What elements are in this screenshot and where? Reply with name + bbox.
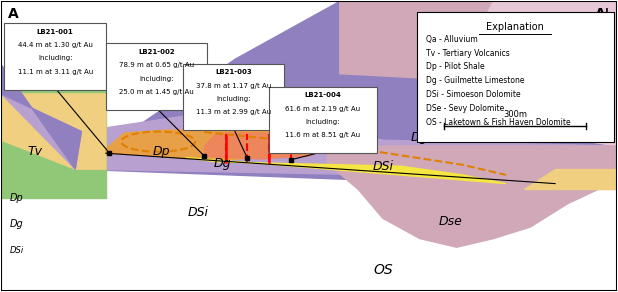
Polygon shape [1,65,82,169]
Text: DSe - Sevy Dolomite: DSe - Sevy Dolomite [426,104,504,113]
Text: Tv - Tertiary Volcanics: Tv - Tertiary Volcanics [426,48,510,58]
Text: 11.6 m at 8.51 g/t Au: 11.6 m at 8.51 g/t Au [286,132,360,138]
Text: DSi - Simoeson Dolomite: DSi - Simoeson Dolomite [426,90,520,99]
Text: 78.9 m at 0.65 g/t Au: 78.9 m at 0.65 g/t Au [119,62,194,68]
Text: Including:: Including: [140,76,174,82]
Polygon shape [432,1,617,146]
Text: Dg: Dg [214,157,232,170]
Polygon shape [82,108,617,190]
Polygon shape [186,158,506,184]
Text: LB21-003: LB21-003 [215,69,252,75]
Text: Dp: Dp [153,145,170,158]
FancyBboxPatch shape [183,64,284,130]
Polygon shape [328,146,617,247]
FancyBboxPatch shape [4,23,106,90]
Text: OS - Laketown & Fish Haven Dolomite: OS - Laketown & Fish Haven Dolomite [426,118,570,127]
Polygon shape [340,1,617,88]
Text: Explanation: Explanation [486,22,544,32]
Text: Qa - Alluvium: Qa - Alluvium [426,35,478,44]
Text: LB21-002: LB21-002 [138,49,175,55]
Text: LB21-004: LB21-004 [305,93,341,98]
Text: DSi: DSi [372,160,393,173]
Text: 44.4 m at 1.30 g/t Au: 44.4 m at 1.30 g/t Au [18,42,93,48]
Text: DSi: DSi [10,246,24,255]
Text: Dp: Dp [562,105,579,118]
Text: Dg: Dg [411,131,428,144]
Text: 37.8 m at 1.17 g/t Au: 37.8 m at 1.17 g/t Au [196,83,271,89]
Text: 25.0 m at 1.45 g/t Au: 25.0 m at 1.45 g/t Au [119,89,194,95]
Text: DSi: DSi [188,206,209,219]
Polygon shape [1,88,106,198]
Polygon shape [205,133,328,159]
Text: Including:: Including: [305,119,340,125]
Polygon shape [1,94,82,169]
Text: Dg - Guilmette Limestone: Dg - Guilmette Limestone [426,76,525,85]
Text: Including:: Including: [38,55,72,62]
Text: 11.1 m at 3.11 g/t Au: 11.1 m at 3.11 g/t Au [17,69,93,75]
Text: Including:: Including: [216,96,251,102]
Text: 300m: 300m [503,110,527,119]
Text: Dp: Dp [10,193,23,203]
Text: Dp - Pilot Shale: Dp - Pilot Shale [426,62,485,72]
Polygon shape [75,1,617,190]
Text: 61.6 m at 2.19 g/t Au: 61.6 m at 2.19 g/t Au [286,106,360,112]
Text: A: A [7,7,19,21]
Polygon shape [106,130,328,161]
Polygon shape [524,169,617,190]
Text: OS: OS [439,72,461,87]
Text: Dse: Dse [439,215,462,228]
FancyBboxPatch shape [106,43,208,110]
Polygon shape [1,94,106,169]
Text: LB21-001: LB21-001 [37,29,74,35]
Text: OS: OS [373,263,392,277]
FancyBboxPatch shape [417,11,614,142]
FancyBboxPatch shape [269,87,377,153]
Text: Qa: Qa [274,141,289,151]
Text: Tv: Tv [28,145,43,158]
Text: Dg: Dg [10,219,23,229]
Text: 11.3 m at 2.99 g/t Au: 11.3 m at 2.99 g/t Au [196,109,271,115]
Text: A': A' [595,7,611,21]
